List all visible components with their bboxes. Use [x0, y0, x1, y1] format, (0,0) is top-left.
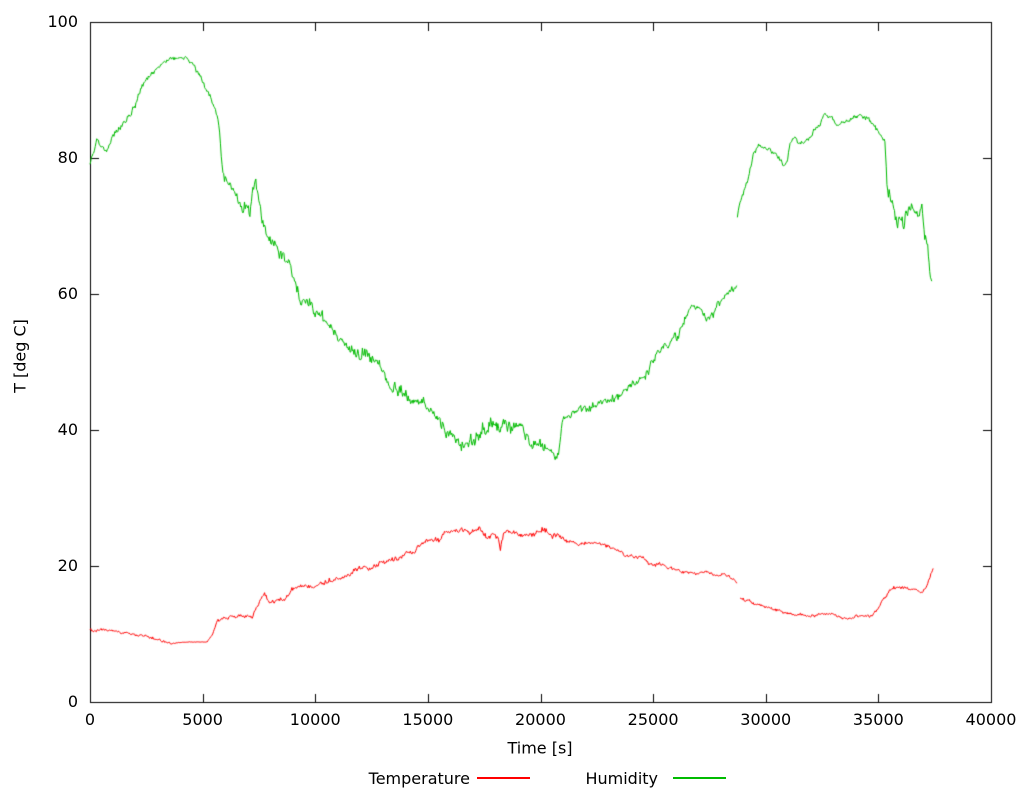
y-tick-label: 60 [57, 284, 78, 303]
legend-line-humidity-swatch [673, 777, 726, 779]
x-tick-label: 15000 [402, 710, 454, 729]
x-tick-label: 20000 [515, 710, 566, 729]
legend-label-temperature: Temperature [368, 769, 470, 788]
legend-label-humidity: Humidity [585, 769, 658, 788]
x-tick-label: 10000 [289, 710, 341, 729]
y-tick-label: 20 [57, 556, 78, 575]
x-tick-label: 30000 [740, 710, 792, 729]
x-tick-label: 0 [84, 710, 96, 729]
x-tick-label: 5000 [182, 710, 223, 729]
y-tick-label: 0 [67, 692, 78, 711]
y-tick-label: 80 [57, 148, 78, 167]
x-tick-label: 35000 [852, 710, 904, 729]
x-tick-label: 25000 [627, 710, 679, 729]
y-axis-title: T [deg C] [10, 319, 30, 393]
x-tick-label: 40000 [965, 710, 1017, 729]
y-tick-label: 100 [47, 12, 78, 31]
x-axis-title: Time [s] [507, 738, 573, 758]
legend-line-temperature-swatch [477, 777, 530, 779]
y-tick-label: 40 [57, 420, 78, 439]
